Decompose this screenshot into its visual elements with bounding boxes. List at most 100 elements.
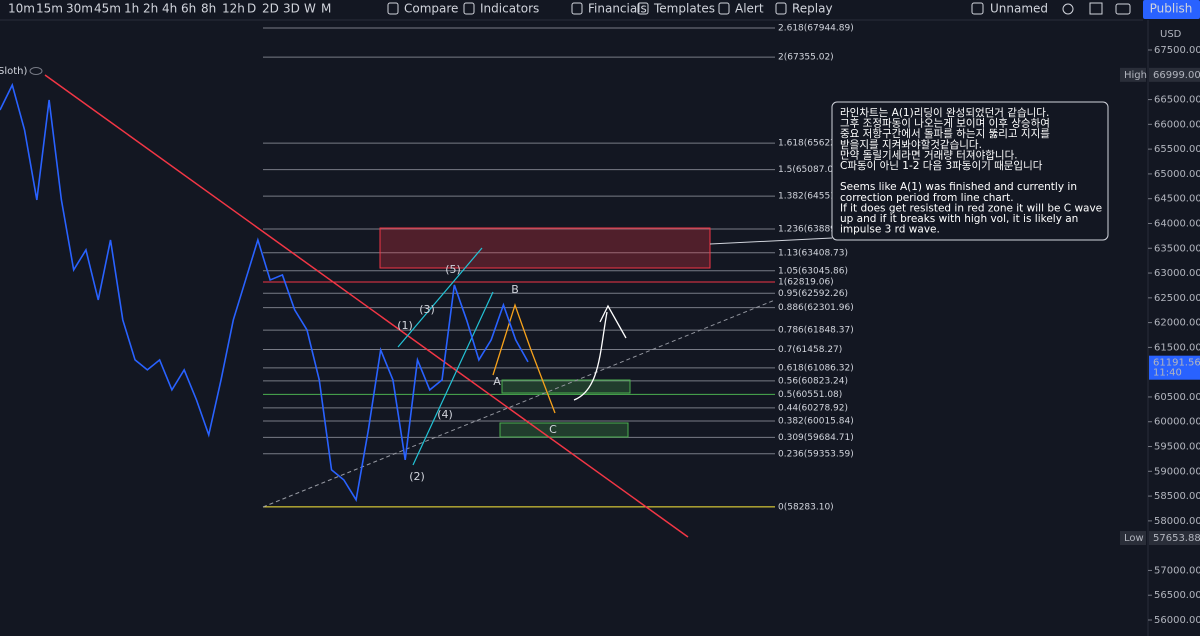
fib-label: 1.05(63045.86): [778, 266, 848, 276]
channel-line: [412, 291, 494, 466]
price-badge-label: 66999.00: [1153, 70, 1200, 81]
fib-label: 1.13(63408.73): [778, 248, 848, 258]
price-line: [0, 82, 529, 503]
fib-label: 0.382(60015.84): [778, 416, 854, 426]
support-zone: [499, 422, 629, 438]
fib-label: 0.309(59684.71): [778, 433, 854, 443]
note-box: [831, 101, 1109, 241]
toolbar-items: 10m 15m 30m 45m 1h 2h 4h 6h 8h 12h D 2D 3D W M Compare I…: [8, 2, 833, 16]
button-icon[interactable]: [387, 2, 399, 15]
support-zone: [501, 379, 631, 394]
settings-icon[interactable]: [1062, 3, 1074, 15]
wave-label: B: [511, 283, 519, 296]
button-icon[interactable]: [637, 2, 649, 15]
dashed-line: [262, 299, 776, 508]
fib-label: 0.44(60278.92): [778, 403, 848, 413]
fib-label: 2(67355.02): [778, 53, 834, 63]
connector: [709, 237, 833, 245]
fib-label: 1.236(63889.55): [778, 224, 854, 234]
note-line: C파동이 아닌 1-2 다음 3파동이기 때문입니다: [840, 159, 1043, 172]
note-line: correction period from line chart.: [840, 192, 1014, 204]
price-badge-tag: Low: [1124, 533, 1144, 544]
button[interactable]: Compare: [404, 2, 458, 16]
wave-label: C: [549, 423, 557, 436]
resistance-zone: [379, 227, 711, 269]
note-line: 받을지를 지켜봐야할것같습니다.: [840, 138, 982, 151]
y-tick-label: 64500.00: [1154, 194, 1200, 205]
badge-tag-bg: [1120, 67, 1146, 82]
layout-name[interactable]: Unnamed: [990, 2, 1048, 16]
interval[interactable]: 1h: [124, 2, 139, 16]
fib-label: 1.5(65087.04): [778, 165, 842, 175]
note-line: 그후 조정파동이 나오는게 보이며 이후 상승하여: [840, 117, 1050, 130]
y-tick-label: 65500.00: [1154, 144, 1200, 155]
arrow: [573, 311, 608, 401]
y-tick-label: 62000.00: [1154, 318, 1200, 329]
fib-label: 0.5(60551.08): [778, 390, 842, 400]
note-line: 중요 저항구간에서 돌파를 하는지 뚫리고 지지를: [840, 127, 1050, 140]
interval[interactable]: W: [304, 2, 316, 16]
fib-label: 0.786(61848.37): [778, 326, 854, 336]
publish-label[interactable]: Publish: [1150, 2, 1193, 16]
interval[interactable]: 45m: [94, 2, 121, 16]
interval[interactable]: 8h: [201, 2, 216, 16]
button-icon[interactable]: [571, 2, 583, 15]
button[interactable]: Alert: [735, 2, 764, 16]
note-line: If it does get resisted in red zone it w…: [840, 202, 1102, 214]
y-tick-label: 60000.00: [1154, 417, 1200, 428]
wave-label: (5): [445, 263, 461, 276]
y-tick-label: 61500.00: [1154, 342, 1200, 353]
eye-icon[interactable]: [29, 67, 43, 75]
abc-line: [492, 302, 556, 414]
y-tick-label: 56500.00: [1154, 590, 1200, 601]
interval[interactable]: M: [321, 2, 331, 16]
currency: USD: [1160, 29, 1182, 40]
button[interactable]: Indicators: [480, 2, 539, 16]
trend-line: [44, 74, 689, 538]
channel-line: [397, 247, 483, 348]
button-icon[interactable]: [775, 2, 787, 15]
interval[interactable]: 30m: [66, 2, 93, 16]
interval[interactable]: 2D: [262, 2, 279, 16]
note-line: up and if it breaks with high vol, it is…: [840, 213, 1078, 225]
interval[interactable]: 10m: [8, 2, 35, 16]
chart-area: 2.618(67944.89) 2(67355.02) 1.618(65622.28…: [0, 23, 1109, 538]
y-tick-label: 66000.00: [1154, 119, 1200, 130]
y-tick-label: 62500.00: [1154, 293, 1200, 304]
button[interactable]: Replay: [792, 2, 833, 16]
interval[interactable]: 4h: [162, 2, 177, 16]
snapshot-icon[interactable]: [1115, 3, 1131, 15]
button-icon[interactable]: [718, 2, 730, 15]
note-line: impulse 3 rd wave.: [840, 224, 940, 236]
wave-label: (3): [419, 303, 435, 316]
interval[interactable]: 12h: [222, 2, 245, 16]
layout-icon[interactable]: [971, 2, 984, 15]
indicator-label: Sloth): [0, 66, 28, 77]
interval[interactable]: D: [247, 2, 256, 16]
publish-button[interactable]: [1143, 0, 1200, 19]
price-badge-label: 61191.56: [1153, 358, 1200, 369]
interval[interactable]: 6h: [181, 2, 196, 16]
y-tick-label: 58500.00: [1154, 491, 1200, 502]
interval[interactable]: 3D: [283, 2, 300, 16]
fib-label: 0.618(61086.32): [778, 363, 854, 373]
y-tick-label: 56000.00: [1154, 615, 1200, 626]
fib-label: 1(62819.06): [778, 278, 834, 288]
button[interactable]: Templates: [653, 2, 715, 16]
price-badge: [1149, 355, 1200, 380]
fib-label: 0.56(60823.24): [778, 376, 848, 386]
y-tick-label: 64000.00: [1154, 218, 1200, 229]
wave-label: (4): [437, 408, 453, 421]
y-tick-label: 59500.00: [1154, 442, 1200, 453]
button-icon[interactable]: [463, 2, 475, 15]
fullscreen-icon[interactable]: [1089, 2, 1103, 15]
y-tick-label: 66500.00: [1154, 95, 1200, 106]
button[interactable]: Financials: [588, 2, 647, 16]
interval[interactable]: 15m: [36, 2, 63, 16]
interval[interactable]: 2h: [143, 2, 158, 16]
fib-label: 0.886(62301.96): [778, 303, 854, 313]
fib-label: 2.618(67944.89): [778, 23, 854, 33]
price-badge: [1149, 67, 1200, 82]
